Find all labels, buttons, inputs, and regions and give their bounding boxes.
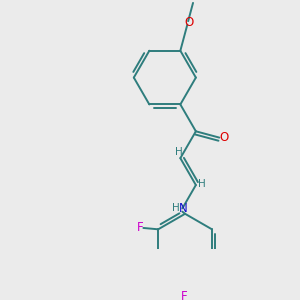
- Text: F: F: [180, 290, 187, 300]
- Text: H: H: [198, 179, 206, 189]
- Text: O: O: [220, 131, 229, 144]
- Text: O: O: [184, 16, 193, 29]
- Text: H: H: [172, 203, 180, 213]
- Text: F: F: [136, 221, 143, 235]
- Text: H: H: [175, 147, 183, 157]
- Text: N: N: [179, 202, 188, 215]
